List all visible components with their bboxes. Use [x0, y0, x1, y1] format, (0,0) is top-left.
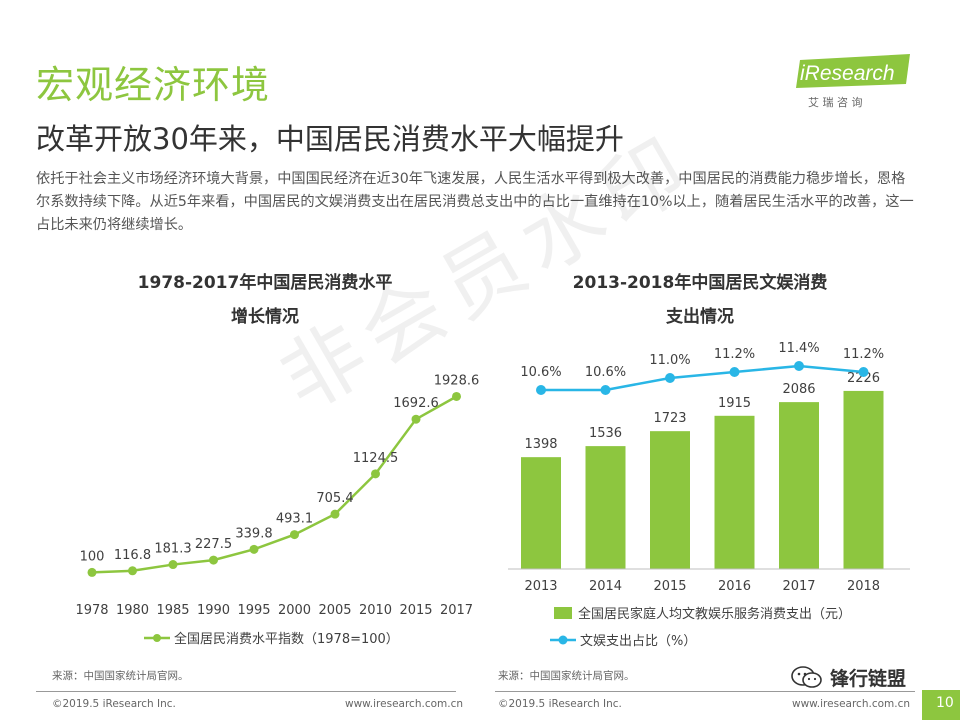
chart2-line-label: 11.0% — [649, 353, 690, 368]
chart2-bar — [585, 446, 626, 569]
copyright-left: ©2019.5 iResearch Inc. — [52, 698, 176, 710]
chart2-bar — [521, 457, 561, 569]
chart2-point — [729, 367, 740, 377]
chart2-x-tick: 2017 — [782, 579, 815, 594]
chart1-title: 1978-2017年中国居民消费水平 增长情况 — [110, 266, 420, 334]
chart1-x-tick: 1990 — [197, 603, 230, 618]
chart2-bar-label: 1398 — [524, 437, 557, 452]
chart2-legend-line: 文娱支出占比（%） — [550, 634, 696, 649]
chart1-point — [411, 414, 421, 424]
chart1-point — [168, 560, 178, 570]
chart1-data-label: 181.3 — [154, 542, 191, 557]
intro-paragraph: 依托于社会主义市场经济环境大背景，中国国民经济在近30年飞速发展，人民生活水平得… — [36, 171, 914, 233]
chart2-bar — [650, 431, 690, 569]
chart1-legend: 全国居民消费水平指数（1978=100） — [144, 631, 399, 647]
chart1-x-tick: 1980 — [116, 603, 149, 618]
chart1-point — [87, 567, 97, 577]
chart1-point — [452, 391, 461, 401]
logo-banner — [796, 54, 910, 88]
chart2-bar-label: 2226 — [847, 371, 880, 386]
url-right[interactable]: www.iresearch.com.cn — [792, 698, 911, 710]
chart1-data-label: 116.8 — [114, 548, 151, 563]
chart2-bar — [843, 390, 884, 569]
chart1-point — [330, 509, 340, 519]
chart1-data-label: 100 — [80, 549, 105, 564]
chart2-point — [665, 373, 675, 383]
chart2-legend-bar-label: 全国居民家庭人均文教娱乐服务消费支出（元） — [578, 606, 851, 622]
chart2-bar-label: 2086 — [782, 382, 815, 397]
chart1-point — [128, 566, 137, 576]
chart2-point — [794, 361, 804, 371]
chart2-bar — [714, 415, 755, 569]
chart1-data-label: 1124.5 — [353, 451, 399, 466]
chart1-title-line2: 增长情况 — [231, 307, 299, 327]
chart2-combo: 1398 1536 1723 1915 2086 2226 10.6% 10.6% 11.0%… — [508, 341, 910, 649]
chart2-bar-label: 1723 — [653, 411, 686, 426]
chart2-point — [536, 385, 546, 395]
chart2-title: 2013-2018年中国居民文娱消费 支出情况 — [555, 266, 845, 334]
chart2-title-line2: 支出情况 — [666, 307, 734, 327]
chart2-legend-line-label: 文娱支出占比（%） — [580, 634, 696, 649]
chart1-x-tick: 2015 — [399, 603, 432, 618]
chart1-title-line1: 1978-2017年中国居民消费水平 — [137, 273, 393, 293]
chart1-data-label: 227.5 — [195, 537, 232, 552]
chart2-x-tick: 2013 — [524, 579, 557, 594]
chart1-x-tick: 2017 — [440, 603, 473, 618]
chart1-point — [290, 530, 299, 540]
logo-cn: 艾 瑞 咨 询 — [808, 95, 863, 109]
chart1-x-tick: 2005 — [318, 603, 351, 618]
chart2-line-label: 11.2% — [843, 347, 884, 362]
chart1-data-label: 1928.6 — [434, 373, 480, 388]
chart1-data-label: 705.4 — [316, 491, 353, 506]
chart2-bar-label: 1536 — [589, 426, 622, 441]
chart2-legend-bar: 全国居民家庭人均文教娱乐服务消费支出（元） — [554, 606, 851, 622]
source-right: 来源：中国国家统计局官网。 — [498, 670, 635, 682]
chart1-x-tick: 1995 — [237, 603, 270, 618]
chart1-x-tick: 2000 — [278, 603, 311, 618]
chart2-point — [858, 367, 869, 377]
chart1-x-tick: 1985 — [156, 603, 189, 618]
chart1-data-label: 339.8 — [235, 526, 272, 541]
source-left: 来源：中国国家统计局官网。 — [52, 670, 189, 682]
chart2-x-tick: 2018 — [847, 579, 880, 594]
chart1-series-line — [91, 395, 458, 574]
wechat-account: 锋行链盟 — [830, 668, 907, 690]
chart2-point — [600, 385, 611, 395]
page-number-badge — [922, 690, 960, 720]
chart2-line-label: 11.2% — [714, 347, 755, 362]
chart1-legend-label: 全国居民消费水平指数（1978=100） — [174, 631, 399, 647]
section-title: 宏观经济环境 — [36, 63, 271, 107]
chart1-data-label: 1692.6 — [393, 396, 439, 411]
chart2-x-tick: 2015 — [653, 579, 686, 594]
url-left[interactable]: www.iresearch.com.cn — [345, 698, 464, 710]
chart2-line-label: 10.6% — [520, 365, 561, 380]
chart2-series-line — [541, 364, 864, 392]
logo-brand: iResearch — [800, 62, 895, 85]
chart2-line-label: 11.4% — [778, 341, 819, 356]
chart1-data-label: 493.1 — [276, 512, 313, 527]
chart1-x-tick: 1978 — [75, 603, 108, 618]
copyright-right: ©2019.5 iResearch Inc. — [498, 698, 622, 710]
chart1-x-tick: 2010 — [359, 603, 392, 618]
page-number: 10 — [936, 695, 954, 711]
wechat-icon — [791, 666, 822, 688]
chart2-x-tick: 2014 — [589, 579, 622, 594]
chart2-line-label: 10.6% — [585, 365, 626, 380]
footer-divider-right — [495, 691, 915, 692]
chart2-bar-label: 1915 — [718, 396, 751, 411]
chart2-title-line1: 2013-2018年中国居民文娱消费 — [572, 273, 828, 293]
chart1-point — [371, 469, 380, 479]
chart2-bar — [779, 402, 819, 569]
slide-title: 改革开放30年来，中国居民消费水平大幅提升 — [36, 122, 624, 156]
chart1-point — [249, 544, 259, 554]
chart1-point — [209, 555, 218, 565]
iresearch-logo: iResearch 艾 瑞 咨 询 — [796, 54, 910, 109]
footer-divider-left — [36, 691, 456, 692]
chart2-x-tick: 2016 — [718, 579, 751, 594]
